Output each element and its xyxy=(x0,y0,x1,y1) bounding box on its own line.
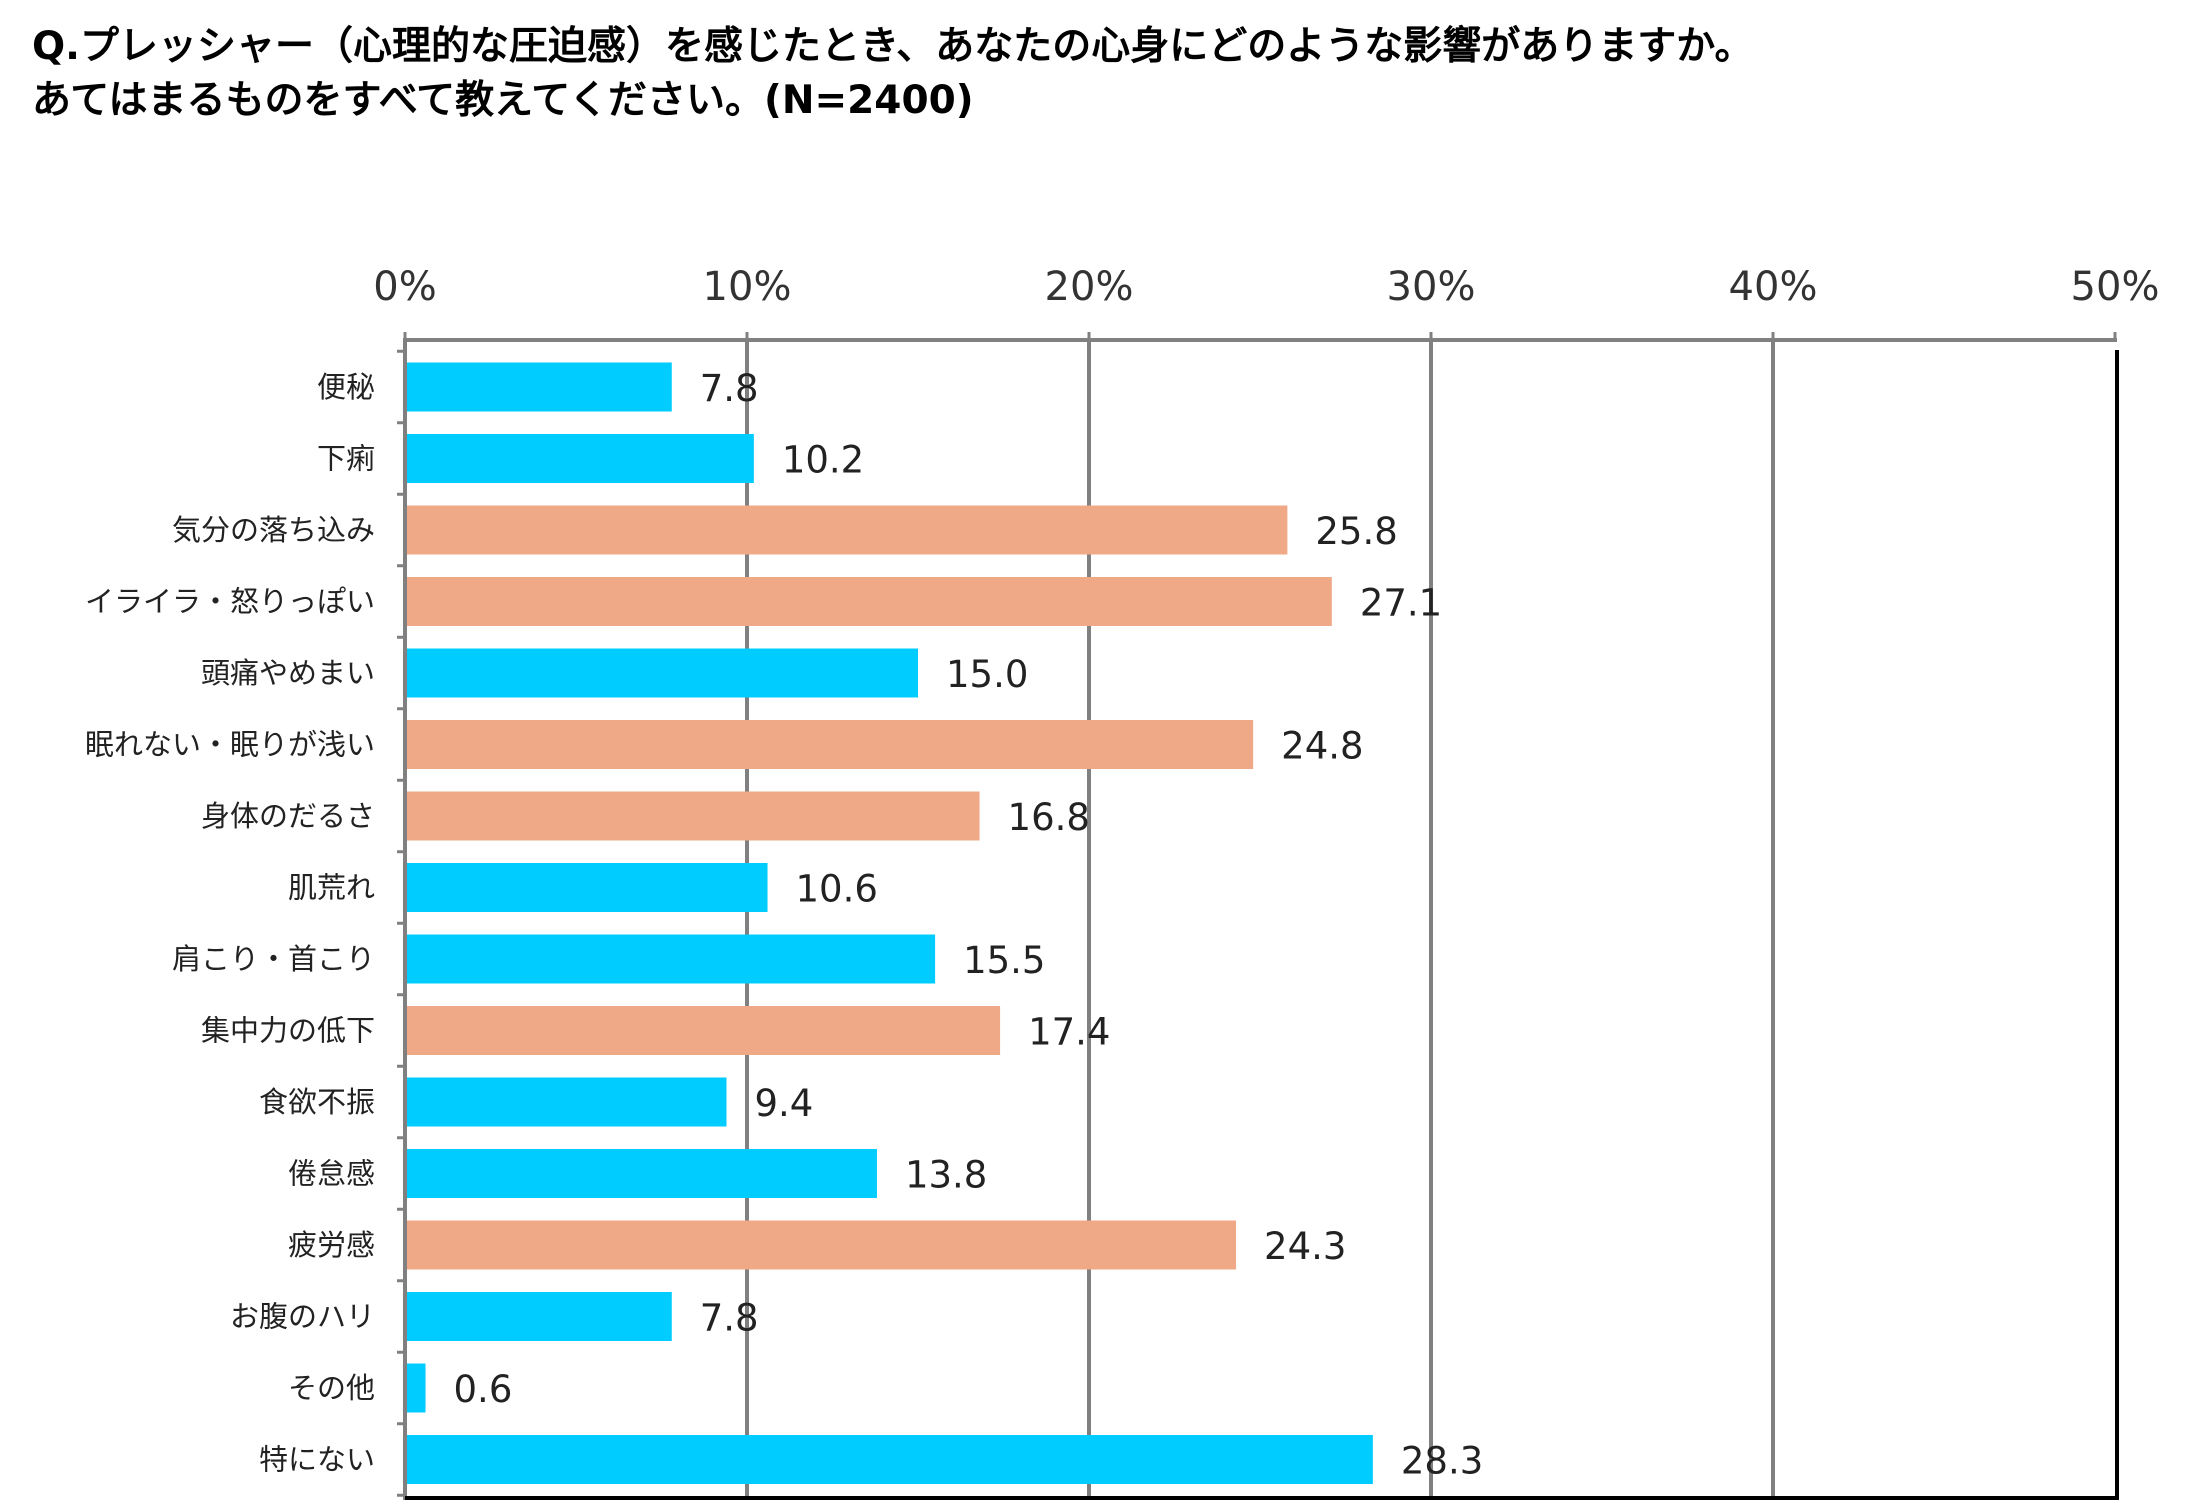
category-label: 頭痛やめまい xyxy=(201,656,375,690)
bar xyxy=(405,1435,1373,1484)
category-label: 食欲不振 xyxy=(259,1085,375,1119)
bar xyxy=(405,791,980,841)
category-label: 気分の落ち込み xyxy=(172,513,375,547)
chart-title: Q.プレッシャー（心理的な圧迫感）を感じたとき、あなたの心身にどのような影響があ… xyxy=(32,20,1753,128)
category-label: 下痢 xyxy=(317,442,375,476)
bar xyxy=(405,863,768,912)
category-label: その他 xyxy=(288,1371,375,1405)
data-label: 15.5 xyxy=(963,939,1045,982)
bar xyxy=(405,1149,877,1198)
bars xyxy=(405,362,1373,1484)
x-tick-label: 30% xyxy=(1387,264,1476,310)
bar xyxy=(405,1220,1237,1270)
title-line-1: Q.プレッシャー（心理的な圧迫感）を感じたとき、あなたの心身にどのような影響があ… xyxy=(32,24,1754,69)
bar xyxy=(405,1292,672,1341)
data-label: 25.8 xyxy=(1315,510,1397,553)
title-line-2: あてはまるものをすべて教えてください。(N=2400) xyxy=(32,78,974,123)
bar xyxy=(405,1363,426,1413)
category-label: 便秘 xyxy=(317,370,375,404)
data-label: 10.6 xyxy=(796,868,878,911)
category-label: 肌荒れ xyxy=(288,871,375,905)
bar xyxy=(405,720,1254,769)
data-label: 7.8 xyxy=(700,1297,759,1340)
data-label: 0.6 xyxy=(454,1368,513,1411)
data-label: 17.4 xyxy=(1028,1011,1110,1054)
axes xyxy=(397,332,2119,1500)
labels: 0% 10% 20% 30% 40% 50% 7.8 便秘 10.2 下痢 25.8 気分の落ち込み 2… xyxy=(85,264,2159,1483)
data-label: 13.8 xyxy=(905,1154,987,1197)
bar xyxy=(405,1077,727,1127)
data-label: 16.8 xyxy=(1008,796,1090,839)
data-label: 24.8 xyxy=(1281,725,1363,768)
category-label: 特にない xyxy=(259,1443,375,1477)
bar xyxy=(405,1006,1001,1055)
bar xyxy=(405,362,672,412)
category-label: 集中力の低下 xyxy=(201,1014,375,1048)
category-label: イライラ・怒りっぽい xyxy=(85,585,375,619)
x-tick-label: 0% xyxy=(373,264,436,310)
data-label: 15.0 xyxy=(946,653,1028,696)
category-label: 身体のだるさ xyxy=(201,799,375,833)
data-label: 28.3 xyxy=(1401,1440,1483,1483)
data-label: 7.8 xyxy=(700,367,759,410)
bar xyxy=(405,934,936,984)
bar xyxy=(405,648,918,698)
x-tick-label: 50% xyxy=(2071,264,2160,310)
data-label: 10.2 xyxy=(782,439,864,482)
category-label: 倦怠感 xyxy=(288,1157,375,1191)
category-label: 肩こり・首こり xyxy=(172,942,375,976)
data-label: 9.4 xyxy=(754,1082,813,1125)
bar xyxy=(405,505,1288,555)
x-tick-label: 10% xyxy=(703,264,792,310)
bar xyxy=(405,434,754,483)
x-tick-label: 20% xyxy=(1045,264,1134,310)
category-label: 疲労感 xyxy=(288,1228,375,1262)
data-label: 24.3 xyxy=(1264,1225,1346,1268)
x-tick-label: 40% xyxy=(1729,264,1818,310)
category-label: お腹のハリ xyxy=(230,1300,375,1334)
category-label: 眠れない・眠りが浅い xyxy=(85,728,375,762)
data-label: 27.1 xyxy=(1360,582,1442,625)
bar xyxy=(405,577,1332,626)
